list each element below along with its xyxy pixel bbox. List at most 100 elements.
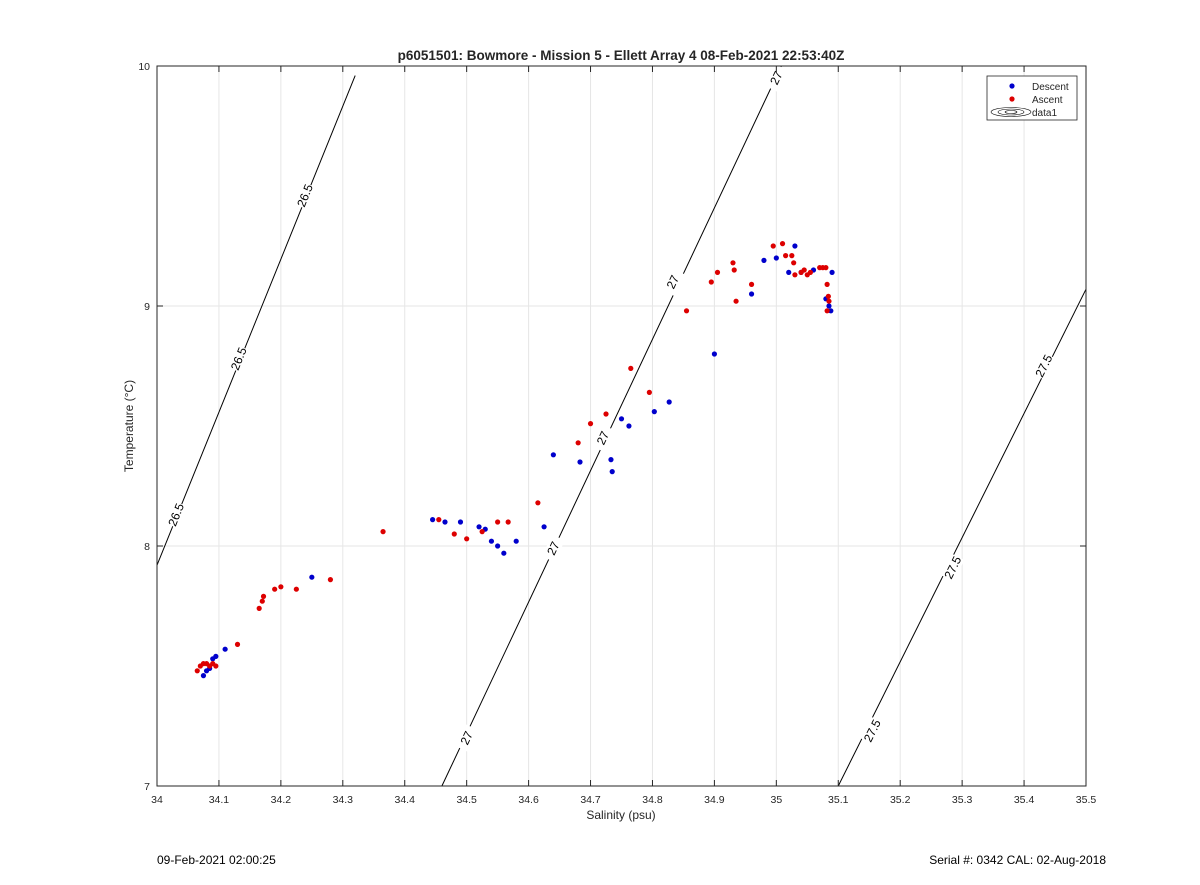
descent-point	[792, 243, 798, 249]
ascent-point	[587, 421, 594, 427]
contour-label-bg	[661, 268, 685, 296]
descent-point	[826, 303, 832, 309]
descent-point	[651, 409, 657, 415]
plot-border	[156, 65, 1087, 787]
contour-label-bg	[1032, 352, 1056, 380]
ascent-point	[826, 298, 832, 304]
x-tick-label: 34.1	[209, 794, 230, 806]
y-axis-label: Temperature (°C)	[122, 380, 136, 472]
ascent-point	[380, 529, 386, 535]
ascent-point	[272, 586, 278, 592]
x-tick-label: 34.9	[704, 794, 725, 806]
series-ascent	[194, 241, 832, 674]
ascent-point	[505, 519, 511, 525]
descent-point	[761, 257, 767, 263]
contour-line	[156, 75, 356, 566]
descent-point	[430, 517, 436, 523]
x-tick-label: 35.4	[1014, 794, 1035, 806]
x-tick-label: 35.5	[1076, 794, 1097, 806]
contour-label-bg	[294, 181, 317, 210]
descent-point	[488, 538, 495, 544]
x-tick-label: 34.3	[333, 794, 354, 806]
ascent-point	[683, 308, 690, 314]
ascent-point	[278, 584, 284, 590]
descent-point	[309, 574, 315, 580]
ascent-point	[823, 265, 829, 271]
descent-point	[550, 452, 556, 458]
ascent-point	[234, 641, 241, 648]
ascent-point	[779, 241, 786, 247]
ascent-point	[783, 253, 789, 259]
x-tick-label: 35	[770, 794, 782, 806]
descent-point	[666, 399, 672, 405]
descent-point	[495, 543, 501, 549]
plot-area	[157, 66, 1086, 786]
descent-point	[476, 524, 482, 530]
descent-point	[222, 646, 228, 652]
contour-label: 27	[544, 539, 562, 557]
x-tick-label: 34.7	[580, 794, 601, 806]
ascent-point	[436, 517, 442, 523]
ascent-point	[451, 531, 457, 537]
descent-point	[618, 416, 625, 422]
legend-box	[986, 75, 1078, 121]
ascent-point	[464, 536, 470, 542]
legend-contour-icon	[990, 107, 1032, 117]
axis-ticks: 34 34.1 34.2 34.3 34.4 34.5 34.6 34.7 34.8 34.9 35…	[138, 61, 1096, 806]
ascent-point	[708, 279, 714, 285]
contour-label: 27	[594, 429, 612, 447]
ascent-point	[731, 267, 737, 273]
contour-label: 27	[767, 69, 785, 87]
legend-descent-label: Descent	[1032, 82, 1069, 93]
ascent-point	[495, 519, 501, 525]
descent-point	[609, 469, 615, 475]
ascent-point	[603, 411, 609, 417]
legend: Descent Ascent data1	[986, 75, 1078, 121]
series-descent	[200, 243, 835, 679]
descent-point	[541, 524, 547, 530]
x-tick-label: 34.6	[518, 794, 539, 806]
contour-label-bg	[591, 424, 615, 452]
legend-ascent-marker	[1009, 96, 1015, 102]
descent-point	[786, 269, 792, 275]
descent-point	[829, 269, 835, 275]
x-tick-label: 35.3	[952, 794, 973, 806]
y-tick-label: 7	[144, 781, 150, 793]
legend-data1-label: data1	[1032, 108, 1057, 119]
descent-point	[626, 423, 632, 429]
ascent-point	[770, 243, 776, 249]
ascent-point	[535, 500, 541, 506]
x-tick-label: 34.2	[271, 794, 292, 806]
data-points	[194, 241, 835, 679]
ascent-point	[194, 668, 200, 674]
ascent-point	[801, 267, 807, 273]
y-tick-label: 8	[144, 541, 150, 553]
ascent-point	[733, 298, 739, 304]
descent-point	[711, 351, 718, 357]
contour-label-bg	[455, 724, 479, 752]
ascent-point	[730, 260, 736, 266]
descent-point	[213, 653, 219, 660]
descent-point	[442, 519, 448, 525]
ascent-point	[256, 605, 262, 612]
contour-label-bg	[764, 64, 788, 92]
x-tick-label: 34.4	[395, 794, 416, 806]
contour-line	[441, 65, 782, 787]
ascent-point	[748, 281, 755, 287]
contour-label: 27	[457, 729, 475, 747]
y-tick-label: 9	[144, 301, 150, 313]
ascent-point	[259, 598, 265, 604]
x-tick-label: 34.8	[642, 794, 663, 806]
y-tick-label: 10	[138, 61, 150, 73]
ascent-point	[714, 269, 721, 275]
contour-label-bg	[941, 553, 965, 582]
footer-serial-cal: Serial #: 0342 CAL: 02-Aug-2018	[929, 853, 1106, 867]
descent-point	[828, 308, 834, 314]
ascent-point	[327, 577, 334, 583]
ascent-point	[791, 260, 797, 266]
ascent-point	[824, 281, 830, 287]
legend-descent-marker	[1009, 83, 1015, 89]
contour-label-bg	[541, 534, 565, 563]
ascent-point	[293, 586, 299, 592]
